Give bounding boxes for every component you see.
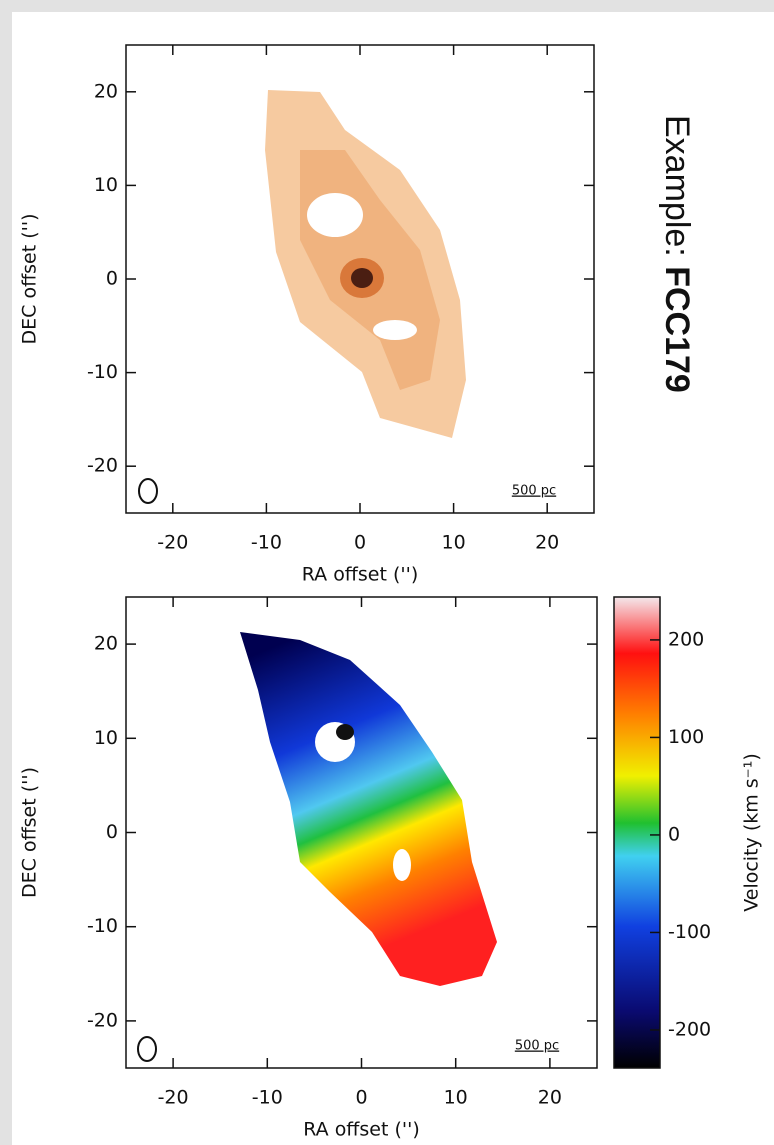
colorbar-tick-label: 200 (668, 628, 704, 650)
x-tick-label: 10 (444, 1087, 468, 1109)
y-tick-label: 20 (94, 633, 118, 655)
colorbar-label: Velocity (km s⁻¹) (741, 753, 763, 912)
annotation: Example: FCC179 (658, 115, 696, 393)
axes (125, 44, 595, 514)
x-axis-label: RA offset ('') (302, 564, 419, 586)
colorbar-tick-label: -100 (668, 921, 711, 943)
colorbar-tick-label: 100 (668, 726, 704, 748)
colorbar-tick-label: 0 (668, 823, 680, 845)
x-tick-label: 10 (442, 532, 466, 554)
y-tick-label: 20 (94, 80, 118, 102)
y-tick-label: 10 (94, 727, 118, 749)
colorbar (613, 596, 661, 1069)
x-tick-label: -20 (158, 1087, 189, 1109)
intensity-map (265, 90, 466, 438)
x-tick-label: 20 (535, 532, 559, 554)
x-tick-label: -20 (157, 532, 188, 554)
y-tick-label: 10 (94, 174, 118, 196)
colorbar-tick-label: -200 (668, 1018, 711, 1040)
annotation-prefix: Example: (658, 115, 696, 257)
scale-bar-label: 500 pc (512, 484, 556, 499)
y-tick-label: 0 (106, 821, 118, 843)
x-tick-label: 0 (354, 532, 366, 554)
velocity-map (240, 632, 497, 986)
x-tick-label: -10 (251, 532, 282, 554)
scale-bar-label: 500 pc (515, 1039, 559, 1054)
x-tick-label: -10 (252, 1087, 283, 1109)
x-tick-label: 0 (355, 1087, 367, 1109)
beam (137, 1036, 157, 1062)
y-axis-label: DEC offset ('') (19, 767, 41, 898)
x-tick-label: 20 (538, 1087, 562, 1109)
axes (125, 596, 598, 1069)
y-tick-label: -10 (87, 915, 118, 937)
y-tick-label: 0 (106, 268, 118, 290)
beam (138, 478, 158, 504)
y-tick-label: -20 (87, 455, 118, 477)
annotation-name: FCC179 (658, 266, 696, 393)
y-axis-label: DEC offset ('') (19, 213, 41, 344)
y-tick-label: -20 (87, 1009, 118, 1031)
y-tick-label: -10 (87, 361, 118, 383)
x-axis-label: RA offset ('') (303, 1119, 420, 1141)
